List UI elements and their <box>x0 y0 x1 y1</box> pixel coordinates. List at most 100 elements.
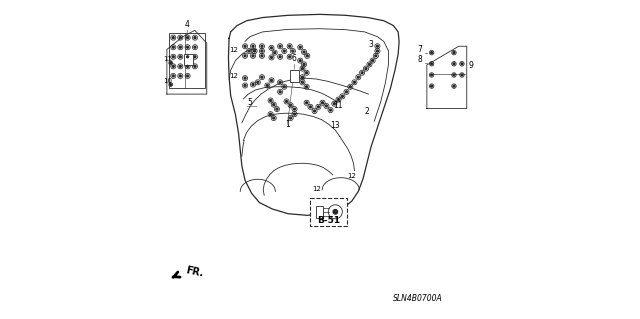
Circle shape <box>303 63 305 65</box>
Text: 11: 11 <box>333 101 342 110</box>
Circle shape <box>285 100 287 102</box>
Circle shape <box>294 113 296 115</box>
Circle shape <box>301 68 303 70</box>
Circle shape <box>284 50 285 52</box>
Circle shape <box>187 37 189 39</box>
Circle shape <box>431 74 433 76</box>
Circle shape <box>317 106 319 108</box>
Circle shape <box>194 37 196 39</box>
Bar <box>184 54 193 65</box>
Circle shape <box>376 50 378 52</box>
Circle shape <box>290 117 292 119</box>
Circle shape <box>271 56 273 58</box>
Text: SLN4B0700A: SLN4B0700A <box>394 294 443 303</box>
Circle shape <box>461 74 463 76</box>
Circle shape <box>292 50 294 52</box>
Circle shape <box>244 77 246 79</box>
Circle shape <box>172 56 174 58</box>
Circle shape <box>361 72 363 74</box>
Circle shape <box>172 75 174 77</box>
Circle shape <box>284 86 285 88</box>
Circle shape <box>365 68 367 70</box>
Circle shape <box>301 81 303 83</box>
Circle shape <box>273 104 275 106</box>
Text: 9: 9 <box>468 61 473 70</box>
Text: 5: 5 <box>248 98 252 107</box>
Circle shape <box>248 50 250 52</box>
Circle shape <box>372 60 374 62</box>
Text: 6: 6 <box>291 54 296 63</box>
Circle shape <box>261 50 263 52</box>
Circle shape <box>187 75 189 77</box>
Bar <box>290 70 299 82</box>
Circle shape <box>187 46 189 48</box>
Circle shape <box>306 102 308 104</box>
Circle shape <box>289 56 291 58</box>
Circle shape <box>353 81 355 83</box>
Circle shape <box>306 72 308 74</box>
Circle shape <box>244 55 246 57</box>
Circle shape <box>279 81 281 83</box>
Circle shape <box>187 65 189 67</box>
Circle shape <box>301 76 303 78</box>
Circle shape <box>266 85 268 86</box>
Circle shape <box>179 65 181 67</box>
Circle shape <box>257 81 259 83</box>
Circle shape <box>453 74 455 76</box>
Text: 7: 7 <box>417 45 422 54</box>
Circle shape <box>269 100 271 101</box>
Text: B-51: B-51 <box>317 216 340 225</box>
Circle shape <box>252 55 254 57</box>
Circle shape <box>330 109 332 111</box>
Circle shape <box>431 52 433 54</box>
Text: 1: 1 <box>285 120 290 129</box>
Circle shape <box>170 84 172 85</box>
Circle shape <box>279 45 281 47</box>
Circle shape <box>289 45 291 47</box>
Circle shape <box>341 95 343 97</box>
Circle shape <box>172 46 174 48</box>
Circle shape <box>290 104 292 106</box>
Circle shape <box>375 55 377 57</box>
Circle shape <box>321 102 323 104</box>
Circle shape <box>172 65 174 67</box>
Circle shape <box>325 105 327 107</box>
Circle shape <box>349 86 351 88</box>
Circle shape <box>279 56 281 58</box>
Text: 3: 3 <box>369 40 374 49</box>
Text: 11: 11 <box>164 56 173 62</box>
Circle shape <box>300 46 301 48</box>
Circle shape <box>261 55 263 57</box>
Circle shape <box>376 45 378 47</box>
Circle shape <box>261 76 263 78</box>
Text: 8: 8 <box>417 55 422 64</box>
Text: 12: 12 <box>229 47 238 53</box>
Circle shape <box>369 63 371 65</box>
Circle shape <box>244 45 246 47</box>
Circle shape <box>310 106 312 108</box>
Circle shape <box>194 65 196 67</box>
Circle shape <box>300 60 301 62</box>
Circle shape <box>252 84 254 85</box>
Circle shape <box>269 113 271 115</box>
Circle shape <box>252 45 254 47</box>
Circle shape <box>179 46 181 48</box>
Circle shape <box>346 91 348 93</box>
Circle shape <box>187 56 189 58</box>
Circle shape <box>306 86 308 88</box>
Circle shape <box>307 55 308 57</box>
Bar <box>316 206 323 218</box>
Circle shape <box>276 108 278 110</box>
Circle shape <box>194 56 196 58</box>
Circle shape <box>273 117 275 119</box>
Circle shape <box>271 47 273 49</box>
Circle shape <box>337 99 339 100</box>
Text: FR.: FR. <box>185 265 204 278</box>
Text: 2: 2 <box>365 107 369 116</box>
Circle shape <box>271 79 273 81</box>
Circle shape <box>179 75 181 77</box>
Text: 13: 13 <box>330 121 340 130</box>
Circle shape <box>314 110 316 112</box>
Circle shape <box>179 56 181 58</box>
Circle shape <box>431 85 433 87</box>
